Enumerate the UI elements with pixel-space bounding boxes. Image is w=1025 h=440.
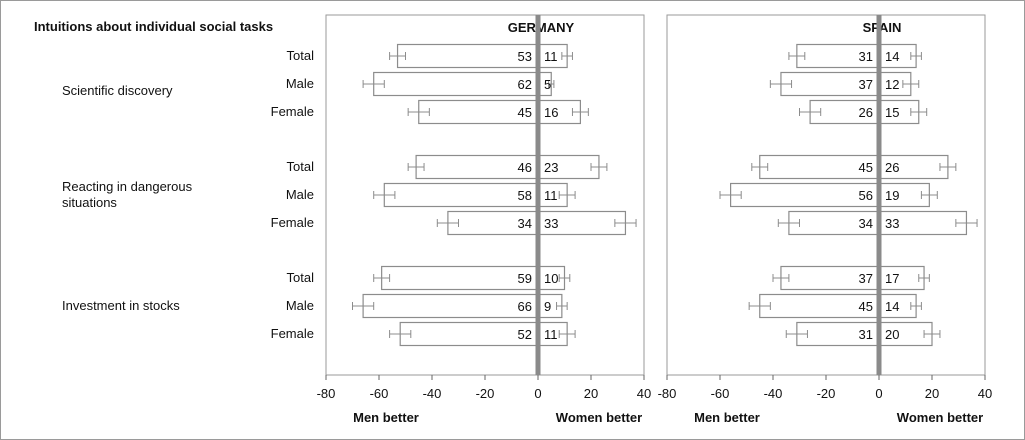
data-label-men: 56 — [859, 188, 873, 203]
data-label-men: 34 — [859, 216, 873, 231]
group-label: Male — [286, 187, 314, 202]
data-label-women: 26 — [885, 160, 899, 175]
xlabel-men-better: Men better — [353, 410, 419, 425]
data-label-men: 26 — [859, 105, 873, 120]
data-label-women: 14 — [885, 299, 899, 314]
xlabel-women-better: Women better — [556, 410, 642, 425]
data-label-men: 59 — [518, 271, 532, 286]
x-tick-label: -40 — [764, 386, 783, 401]
panels: GERMANY 53 11 62 5 45 16 46 23 58 11 34 33 59 10 66 9 52 1… — [317, 14, 992, 425]
data-label-women: 19 — [885, 188, 899, 203]
x-tick-label: 0 — [534, 386, 541, 401]
data-label-men: 37 — [859, 271, 873, 286]
data-label-men: 31 — [859, 49, 873, 64]
group-label: Male — [286, 298, 314, 313]
data-label-women: 9 — [544, 299, 551, 314]
group-label: Total — [287, 159, 315, 174]
task-label-2: Investment in stocks — [62, 298, 180, 313]
task-label-line: situations — [62, 195, 117, 210]
chart-title: Intuitions about individual social tasks — [34, 19, 273, 34]
panel-germany: GERMANY 53 11 62 5 45 16 46 23 58 11 34 33 59 10 66 9 52 1… — [317, 14, 651, 425]
x-tick-label: -80 — [658, 386, 677, 401]
x-tick-label: -80 — [317, 386, 336, 401]
group-label: Total — [287, 48, 315, 63]
group-label: Female — [271, 215, 314, 230]
bar-men — [383, 182, 539, 208]
group-label: Male — [286, 76, 314, 91]
data-label-women: 17 — [885, 271, 899, 286]
data-label-men: 46 — [518, 160, 532, 175]
data-label-men: 66 — [518, 299, 532, 314]
data-label-men: 58 — [518, 188, 532, 203]
data-label-men: 31 — [859, 327, 873, 342]
group-label: Female — [271, 326, 314, 341]
x-tick-label: 0 — [875, 386, 882, 401]
data-label-men: 45 — [859, 160, 873, 175]
data-label-men: 45 — [518, 105, 532, 120]
data-label-women: 23 — [544, 160, 558, 175]
x-tick-label: -60 — [711, 386, 730, 401]
bar-men — [729, 182, 880, 208]
data-label-women: 20 — [885, 327, 899, 342]
data-label-men: 62 — [518, 77, 532, 92]
bar-men — [381, 265, 539, 291]
bar-men — [362, 293, 539, 319]
data-label-women: 15 — [885, 105, 899, 120]
group-label: Female — [271, 104, 314, 119]
panel-title: GERMANY — [508, 20, 575, 35]
xlabel-women-better: Women better — [897, 410, 983, 425]
data-label-men: 53 — [518, 49, 532, 64]
group-label: Total — [287, 270, 315, 285]
task-label-line: Reacting in dangerous — [62, 179, 193, 194]
x-tick-label: -40 — [423, 386, 442, 401]
data-label-women: 11 — [544, 49, 558, 64]
data-label-men: 37 — [859, 77, 873, 92]
x-tick-label: -20 — [476, 386, 495, 401]
zero-line — [535, 15, 541, 375]
data-label-women: 11 — [544, 327, 558, 342]
data-label-men: 45 — [859, 299, 873, 314]
panel-spain: SPAIN 31 14 37 12 26 15 45 26 56 19 34 33 37 17 45 14 31 2… — [658, 14, 992, 425]
data-label-women: 11 — [544, 188, 558, 203]
x-tick-label: -20 — [817, 386, 836, 401]
bar-men — [373, 71, 539, 97]
data-label-women: 12 — [885, 77, 899, 92]
data-label-women: 33 — [885, 216, 899, 231]
data-label-women: 5 — [544, 77, 551, 92]
data-label-women: 14 — [885, 49, 899, 64]
x-tick-label: 40 — [637, 386, 651, 401]
zero-line — [876, 15, 882, 375]
x-tick-label: 20 — [925, 386, 939, 401]
row-labels: Scientific discovery Total Male Female React… — [62, 48, 314, 341]
panel-title: SPAIN — [863, 20, 902, 35]
data-label-men: 52 — [518, 327, 532, 342]
task-label-1: Reacting in dangerous situations — [62, 179, 193, 210]
data-label-women: 33 — [544, 216, 558, 231]
data-label-women: 16 — [544, 105, 558, 120]
data-label-men: 34 — [518, 216, 532, 231]
x-tick-label: 20 — [584, 386, 598, 401]
x-tick-label: -60 — [370, 386, 389, 401]
data-label-women: 10 — [544, 271, 558, 286]
xlabel-men-better: Men better — [694, 410, 760, 425]
task-label-0: Scientific discovery — [62, 83, 173, 98]
x-tick-label: 40 — [978, 386, 992, 401]
